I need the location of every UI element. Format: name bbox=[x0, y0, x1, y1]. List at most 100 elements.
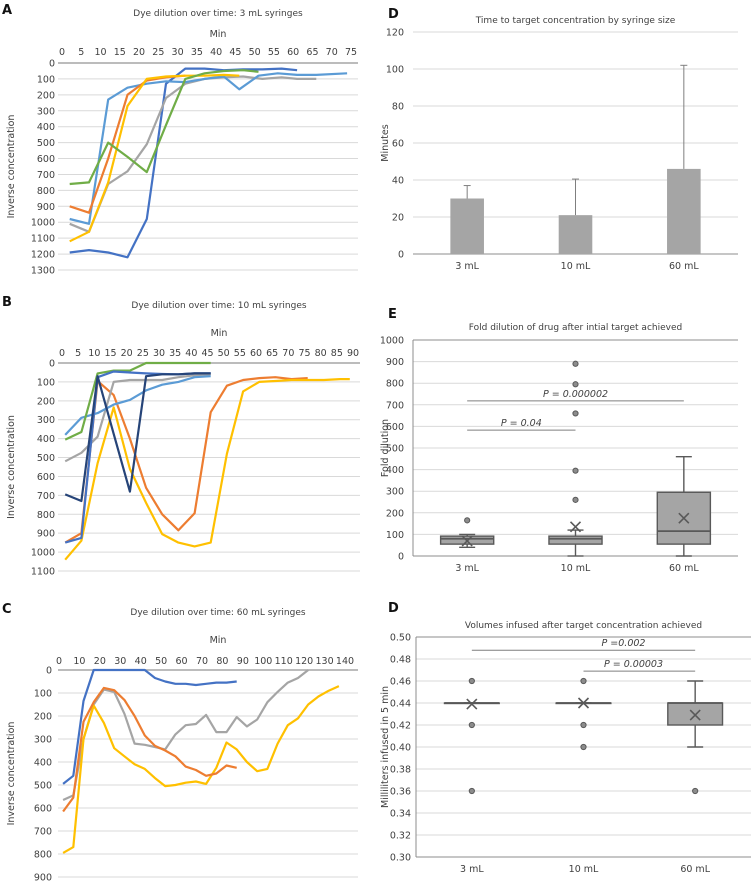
outlier-point bbox=[580, 721, 587, 729]
outlier-point bbox=[464, 517, 471, 524]
y-tick-label: 900 bbox=[386, 357, 404, 368]
y-tick-label: 500 bbox=[37, 138, 55, 149]
outlier-point bbox=[572, 496, 579, 503]
panel-label: C bbox=[2, 602, 12, 617]
x-tick-label: 10 bbox=[88, 348, 100, 359]
y-tick-label: 80 bbox=[392, 102, 404, 113]
y-tick-label: 600 bbox=[386, 422, 404, 433]
x-tick-label: 70 bbox=[196, 656, 208, 667]
series-line-5 bbox=[64, 361, 211, 441]
y-tick-label: 0 bbox=[49, 59, 55, 70]
panel-label: D bbox=[388, 7, 399, 22]
x-tick-label: 35 bbox=[191, 47, 203, 58]
y-tick-label: 700 bbox=[37, 170, 55, 181]
y-tick-label: 500 bbox=[37, 453, 55, 464]
y-tick-label: 700 bbox=[386, 400, 404, 411]
x-tick-label: 25 bbox=[137, 348, 149, 359]
y-tick-label: 200 bbox=[37, 90, 55, 101]
line-chart-c: C Dye dilution over time: 60 mL syringes M… bbox=[2, 602, 358, 884]
mean-marker bbox=[461, 535, 473, 547]
panel-label: B bbox=[2, 295, 12, 310]
x-tick-label: 55 bbox=[234, 348, 246, 359]
x-tick-label: 10 mL bbox=[569, 864, 599, 875]
x-tick-label: 10 mL bbox=[561, 261, 591, 272]
x-tick-label: 100 bbox=[254, 656, 272, 667]
y-tick-label: 800 bbox=[37, 186, 55, 197]
outlier-point bbox=[572, 410, 579, 417]
mean-marker bbox=[577, 697, 590, 709]
outlier-point bbox=[580, 677, 587, 685]
y-tick-label: 0 bbox=[398, 552, 404, 563]
x-tick-label: 30 bbox=[172, 47, 184, 58]
outlier-point bbox=[468, 721, 475, 729]
y-tick-label: 200 bbox=[37, 396, 55, 407]
x-tick-label: 0 bbox=[59, 348, 65, 359]
x-axis-label: Min bbox=[210, 635, 227, 646]
series-line-3 bbox=[64, 373, 211, 463]
x-tick-label: 110 bbox=[275, 656, 293, 667]
y-tick-label: 0 bbox=[46, 666, 52, 677]
bar-chart-1: D Time to target concentration by syringe… bbox=[380, 7, 738, 272]
series-line-3 bbox=[62, 686, 237, 813]
p-value-label: P =0.002 bbox=[602, 638, 646, 649]
x-tick-label: 60 mL bbox=[680, 864, 710, 875]
box bbox=[548, 535, 603, 545]
x-tick-label: 40 bbox=[185, 348, 197, 359]
y-tick-label: 0.40 bbox=[390, 743, 411, 754]
y-tick-label: 1300 bbox=[31, 266, 55, 277]
bar bbox=[450, 198, 484, 254]
y-tick-label: 400 bbox=[37, 122, 55, 133]
x-tick-label: 75 bbox=[345, 47, 357, 58]
y-tick-label: 0.32 bbox=[390, 831, 411, 842]
mean-marker bbox=[678, 512, 690, 524]
series-line-1 bbox=[62, 669, 309, 802]
y-axis-label: Inverse concentration bbox=[6, 722, 17, 826]
x-tick-label: 20 bbox=[94, 656, 106, 667]
y-tick-label: 500 bbox=[386, 444, 404, 455]
x-tick-label: 40 bbox=[135, 656, 147, 667]
x-tick-label: 30 bbox=[114, 656, 126, 667]
series-line-2 bbox=[69, 75, 317, 233]
x-tick-label: 10 bbox=[94, 47, 106, 58]
y-tick-label: 1200 bbox=[31, 250, 55, 261]
p-value-label: P = 0.04 bbox=[501, 418, 542, 429]
y-tick-label: 1100 bbox=[31, 567, 55, 578]
y-tick-label: 600 bbox=[37, 154, 55, 165]
x-tick-label: 90 bbox=[237, 656, 249, 667]
y-tick-label: 700 bbox=[37, 491, 55, 502]
y-tick-label: 1100 bbox=[31, 234, 55, 245]
chart-title: Dye dilution over time: 60 mL syringes bbox=[130, 608, 305, 618]
mean-marker bbox=[689, 709, 701, 721]
y-axis-label: Inverse concentration bbox=[6, 115, 17, 219]
x-tick-label: 60 mL bbox=[669, 261, 699, 272]
y-tick-label: 0 bbox=[49, 359, 55, 370]
y-tick-label: 400 bbox=[386, 465, 404, 476]
y-tick-label: 1000 bbox=[31, 548, 55, 559]
y-tick-label: 300 bbox=[34, 735, 52, 746]
y-tick-label: 0.44 bbox=[390, 699, 411, 710]
y-tick-label: 700 bbox=[34, 827, 52, 838]
y-tick-label: 500 bbox=[34, 781, 52, 792]
outlier-point bbox=[572, 467, 579, 474]
chart-title: Dye dilution over time: 3 mL syringes bbox=[133, 9, 303, 19]
y-tick-label: 300 bbox=[386, 487, 404, 498]
chart-title: Dye dilution over time: 10 mL syringes bbox=[131, 301, 306, 311]
y-tick-label: 0.46 bbox=[390, 677, 411, 688]
line-chart-b: B Dye dilution over time: 10 mL syringes M… bbox=[2, 295, 360, 578]
y-tick-label: 20 bbox=[392, 213, 404, 224]
y-tick-label: 0.48 bbox=[390, 655, 411, 666]
x-tick-label: 65 bbox=[266, 348, 278, 359]
mean-marker bbox=[569, 521, 582, 533]
bar bbox=[558, 215, 593, 254]
x-tick-label: 60 bbox=[250, 348, 262, 359]
x-tick-label: 55 bbox=[268, 47, 280, 58]
p-value-label: P = 0.000002 bbox=[543, 389, 608, 400]
x-tick-label: 120 bbox=[295, 656, 313, 667]
x-tick-label: 130 bbox=[316, 656, 334, 667]
x-tick-label: 90 bbox=[347, 348, 359, 359]
y-tick-label: 0.38 bbox=[390, 765, 411, 776]
y-tick-label: 100 bbox=[386, 65, 404, 76]
outlier-point bbox=[572, 360, 579, 367]
line-chart-a: A Dye dilution over time: 3 mL syringes Mi… bbox=[2, 3, 358, 277]
